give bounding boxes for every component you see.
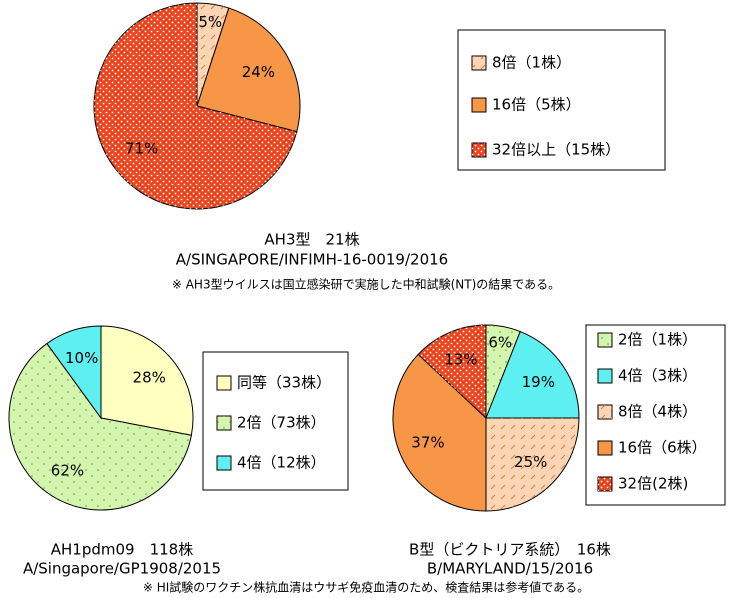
legend-label: 8倍（4株） bbox=[618, 403, 697, 421]
legend-swatch bbox=[216, 375, 232, 391]
chart-subtitle: B/MARYLAND/15/2016 bbox=[427, 560, 593, 578]
data-label: 71% bbox=[125, 139, 158, 157]
data-label: 24% bbox=[242, 63, 275, 81]
legend-swatch-pattern bbox=[217, 416, 231, 430]
footnote: ※ HI試験のワクチン株抗血清はウサギ免疫血清のため、検査結果は参考値である。 bbox=[143, 580, 589, 595]
slice-pattern bbox=[9, 343, 192, 510]
slice-pattern bbox=[418, 325, 486, 418]
data-label: 25% bbox=[514, 453, 547, 471]
data-label: 13% bbox=[444, 350, 477, 368]
legend-swatch bbox=[216, 455, 232, 471]
legend-swatch-pattern bbox=[598, 477, 612, 491]
legend-label: 同等（33株） bbox=[237, 374, 331, 392]
data-label: 5% bbox=[198, 13, 222, 31]
legend-swatch-pattern bbox=[472, 143, 486, 157]
legend-label: 2倍（1株） bbox=[618, 331, 697, 349]
legend-swatch bbox=[597, 440, 613, 456]
slice-pattern bbox=[486, 418, 579, 511]
slice-pattern bbox=[486, 325, 521, 418]
legend-label: 2倍（73株） bbox=[237, 414, 326, 432]
legend-label: 16倍（6株） bbox=[618, 439, 707, 457]
legend-swatch bbox=[471, 97, 487, 113]
annotation: ※ AH3型ウイルスは国立感染研で実施した中和試験(NT)の結果である。 bbox=[172, 277, 560, 292]
data-label: 6% bbox=[488, 334, 512, 352]
legend-label: 8倍（1株） bbox=[492, 54, 571, 72]
legend-swatch-pattern bbox=[472, 56, 486, 70]
legend-label: 4倍（12株） bbox=[237, 454, 326, 472]
pie-slice bbox=[100, 325, 194, 436]
legend-label: 32倍以上（15株） bbox=[492, 141, 620, 159]
data-label: 28% bbox=[133, 369, 166, 387]
chart-subtitle: A/Singapore/GP1908/2015 bbox=[23, 560, 221, 578]
legend-label: 4倍（3株） bbox=[618, 367, 697, 385]
pie-slice bbox=[46, 325, 102, 420]
chart-title: AH1pdm09 118株 bbox=[51, 541, 193, 559]
slice-pattern bbox=[94, 3, 297, 209]
data-label: 37% bbox=[411, 434, 444, 452]
pie-slice bbox=[485, 330, 580, 419]
legend-box bbox=[457, 29, 666, 171]
legend-label: 32倍(2株) bbox=[618, 475, 688, 493]
chart-title: AH3型 21株 bbox=[264, 231, 359, 249]
pie-slice bbox=[196, 7, 301, 133]
data-label: 19% bbox=[522, 373, 555, 391]
pie-slice bbox=[392, 353, 487, 512]
legend-label: 16倍（5株） bbox=[492, 96, 581, 114]
legend-swatch-pattern bbox=[598, 333, 612, 347]
chart-subtitle: A/SINGAPORE/INFIMH-16-0019/2016 bbox=[176, 251, 448, 269]
data-label: 62% bbox=[51, 461, 84, 479]
legend-swatch bbox=[597, 368, 613, 384]
chart-title: B型（ビクトリア系統） 16株 bbox=[409, 541, 611, 559]
data-label: 10% bbox=[65, 349, 98, 367]
legend-swatch-pattern bbox=[598, 405, 612, 419]
